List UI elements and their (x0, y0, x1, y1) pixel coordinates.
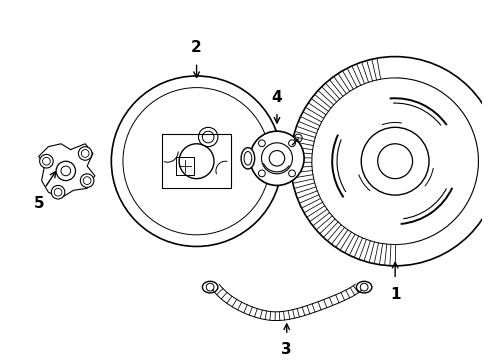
FancyBboxPatch shape (248, 150, 277, 166)
Circle shape (259, 170, 265, 177)
Circle shape (250, 131, 304, 185)
Text: 3: 3 (281, 342, 292, 357)
Polygon shape (39, 144, 95, 198)
Circle shape (56, 161, 75, 181)
Circle shape (40, 154, 53, 168)
Text: 4: 4 (271, 90, 282, 105)
Ellipse shape (241, 148, 255, 169)
Circle shape (51, 185, 65, 199)
Circle shape (289, 140, 295, 147)
Text: 1: 1 (390, 287, 400, 302)
Circle shape (259, 140, 265, 147)
Circle shape (80, 174, 94, 187)
Circle shape (289, 170, 295, 177)
Circle shape (78, 147, 92, 160)
Text: 2: 2 (191, 40, 202, 55)
Text: 5: 5 (33, 196, 44, 211)
